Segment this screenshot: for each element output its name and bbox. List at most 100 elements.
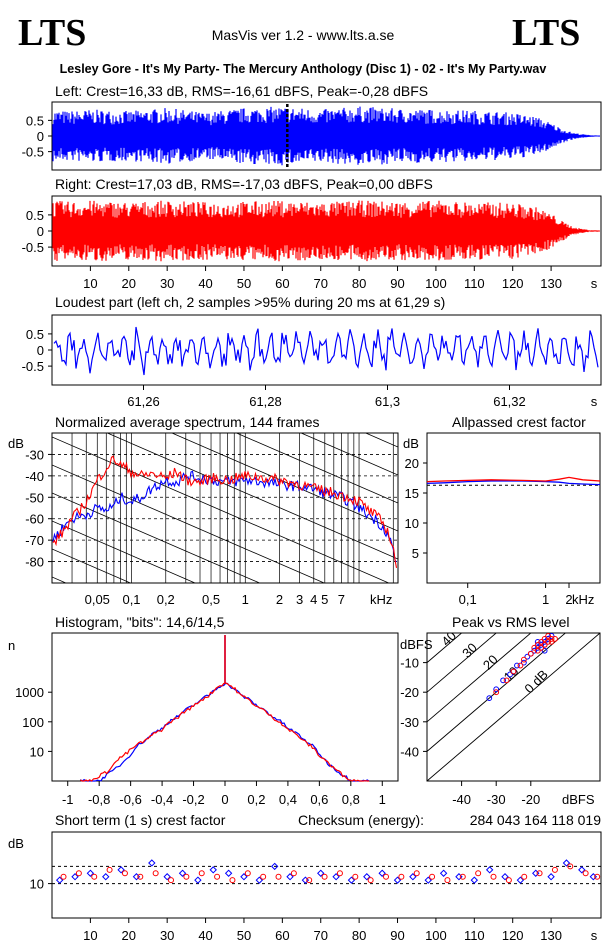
- short-crest-point-red: [459, 873, 466, 880]
- short-crest-ylabel: dB: [8, 836, 24, 851]
- short-crest-point-blue: [363, 873, 371, 881]
- histogram-x-tick-label: 0,2: [247, 792, 265, 807]
- short-crest-point-red: [475, 870, 482, 877]
- short-crest-point-blue: [547, 873, 555, 881]
- peak-rms-point-red: [520, 656, 527, 663]
- short-crest-point-blue: [194, 876, 202, 884]
- short-crest-point-red: [290, 870, 297, 877]
- short-crest-point-blue: [224, 869, 233, 877]
- short-crest-point-blue: [501, 873, 509, 881]
- peak-rms-diagonal: [427, 633, 600, 781]
- peak-rms-y-tick-label: -10: [400, 656, 419, 671]
- short-crest-point-red: [183, 873, 190, 880]
- peak-rms-diagonal-label: 20: [480, 652, 501, 673]
- histogram-x-tick-label: -0,4: [151, 792, 173, 807]
- spectrum-x-tick-label: 0,2: [157, 592, 175, 607]
- peak-rms-point-blue: [500, 677, 507, 684]
- spectrum-x-tick-label: 4: [310, 592, 317, 607]
- spectrum-slope-line: [52, 520, 197, 583]
- spectrum-slope-line: [170, 433, 398, 532]
- short-crest-x-tick-label: 90: [390, 928, 404, 943]
- short-crest-point-red: [505, 877, 512, 884]
- crest-y-tick-label: 20: [405, 456, 419, 471]
- short-crest-point-red: [60, 873, 67, 880]
- short-crest-point-blue: [424, 876, 432, 884]
- peak-rms-point-blue: [534, 644, 541, 651]
- short-crest-point-blue: [378, 869, 386, 877]
- loudest-signal: [53, 326, 599, 376]
- short-crest-point-red: [444, 877, 451, 884]
- peak-rms-point-red: [503, 677, 510, 684]
- histogram-y-tick-label: 100: [22, 715, 44, 730]
- peak-rms-point-red: [538, 644, 545, 651]
- spectrum-slope-line: [52, 464, 326, 583]
- short-crest-x-tick-label: 50: [237, 928, 251, 943]
- right-waveform-x-tick-label: 120: [502, 276, 524, 291]
- short-crest-point-blue: [209, 866, 217, 874]
- spectrum-slope-line: [106, 433, 398, 560]
- short-crest-point-blue: [578, 866, 586, 874]
- short-crest-x-tick-label: 130: [540, 928, 562, 943]
- loudest-x-tick-label: 61,26: [127, 394, 160, 409]
- crest-ylabel: dB: [403, 436, 419, 451]
- peak-rms-point-red: [527, 650, 534, 657]
- peak-rms-diagonal: [427, 633, 532, 723]
- peak-rms-point-red: [493, 689, 500, 696]
- spectrum-series-red: [52, 455, 398, 569]
- peak-rms-frame: [426, 632, 601, 782]
- right-waveform-x-tick-label: 20: [122, 276, 136, 291]
- histogram-x-tick-label: 0,8: [342, 792, 360, 807]
- spectrum-y-tick-label: -50: [25, 490, 44, 505]
- short-crest-frame: [51, 831, 602, 919]
- peak-rms-point-red: [552, 636, 558, 642]
- short-crest-point-blue: [178, 869, 187, 877]
- loudest-y-tick-label: -0.5: [22, 359, 44, 374]
- short-crest-point-blue: [485, 866, 494, 874]
- peak-rms-point-blue: [545, 636, 551, 642]
- right-waveform-xunit: s: [591, 276, 598, 291]
- loudest-y-tick-label: 0: [37, 343, 44, 358]
- histogram-x-tick-label: -0,2: [182, 792, 204, 807]
- crest-y-tick-label: 15: [405, 486, 419, 501]
- short-crest-point-blue: [562, 859, 571, 867]
- short-crest-point-red: [551, 866, 558, 873]
- short-crest-point-red: [214, 873, 221, 880]
- short-crest-point-red: [91, 873, 98, 880]
- spectrum-x-tick-label: 1: [242, 592, 249, 607]
- peak-rms-y-tick-label: -30: [400, 715, 419, 730]
- right-waveform-title: Right: Crest=17,03 dB, RMS=-17,03 dBFS, …: [55, 176, 433, 192]
- spectrum-x-tick-label: 5: [321, 592, 328, 607]
- peak-rms-diagonal-label: 40: [438, 628, 459, 649]
- peak-rms-ylabel: dBFS: [400, 637, 433, 652]
- spectrum-slope-line: [52, 241, 398, 391]
- short-crest-point-red: [275, 873, 282, 880]
- loudest-x-tick-label: 61,3: [375, 394, 400, 409]
- spectrum-y-tick-label: -40: [25, 469, 44, 484]
- short-crest-point-blue: [255, 876, 264, 884]
- histogram-series-red: [79, 682, 370, 782]
- histogram-x-tick-label: -1: [62, 792, 74, 807]
- right-waveform-x-tick-label: 80: [352, 276, 366, 291]
- short-crest-point-blue: [102, 873, 110, 881]
- short-crest-point-blue: [347, 876, 356, 884]
- peak-rms-point-red: [534, 641, 541, 648]
- left-waveform-title: Left: Crest=16,33 dB, RMS=-16,61 dBFS, P…: [55, 83, 428, 99]
- crest-series-blue: [426, 480, 601, 486]
- short-crest-x-tick-label: 80: [352, 928, 366, 943]
- peak-rms-point-blue: [541, 638, 548, 645]
- short-crest-point-red: [229, 877, 236, 884]
- spectrum-x-tick-label: 0,5: [202, 592, 220, 607]
- histogram-y-tick-label: 10: [30, 744, 44, 759]
- spectrum-series-blue: [52, 470, 397, 563]
- short-crest-point-red: [594, 873, 601, 880]
- crest-x-tick-label: 1: [542, 592, 549, 607]
- right-waveform-y-tick-label: 0.5: [26, 208, 44, 223]
- short-crest-point-red: [260, 873, 267, 880]
- short-crest-x-tick-label: 70: [314, 928, 328, 943]
- crest-x-tick-label: 2: [565, 592, 572, 607]
- loudest-part-title: Loudest part (left ch, 2 samples >95% du…: [55, 294, 445, 310]
- right-waveform-x-tick-label: 100: [425, 276, 447, 291]
- short-crest-x-tick-label: 60: [275, 928, 289, 943]
- right-waveform-x-tick-label: 130: [540, 276, 562, 291]
- short-crest-point-blue: [71, 873, 79, 881]
